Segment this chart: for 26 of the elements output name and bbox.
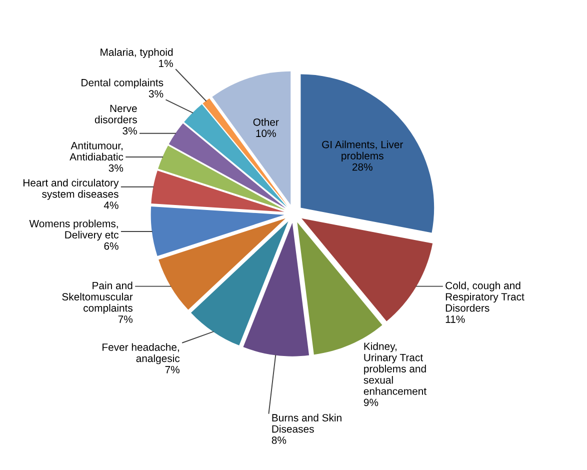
slice-label: Cold, cough and Respiratory Tract Disorders xyxy=(446,282,524,312)
slice-label: GI Ailments, Liver problems xyxy=(322,140,404,162)
slice-label: Kidney, Urinary Tract problems and sexual enhancement xyxy=(364,342,426,395)
slice-label: Heart and circulatory system diseases xyxy=(24,178,119,200)
slice-label: Pain and Skeltomuscular complaints xyxy=(62,282,133,314)
data-label: 28% xyxy=(352,163,372,171)
data-label: 8% xyxy=(272,436,286,444)
slice-label: Antitumour, Antidiabatic xyxy=(70,142,124,161)
slice-label: Dental complaints xyxy=(82,78,164,88)
slice-label: Womens problems, Delivery etc xyxy=(29,220,119,241)
data-label: 6% xyxy=(104,242,118,250)
slice-label: Other xyxy=(253,118,279,126)
data-label: 3% xyxy=(148,90,164,98)
slice-label: Malaria, typhoid xyxy=(100,48,173,58)
data-label: 3% xyxy=(108,164,124,172)
data-label: 7% xyxy=(165,366,180,374)
slice-label: Fever headache, analgesic xyxy=(102,343,180,364)
data-label: 1% xyxy=(159,60,173,68)
data-label: 9% xyxy=(364,398,378,406)
data-label: 7% xyxy=(118,316,133,323)
data-label: 3% xyxy=(122,127,137,135)
data-label: 4% xyxy=(104,202,118,209)
slice-label: Nerve disorders xyxy=(94,104,137,124)
data-label: 10% xyxy=(256,130,276,138)
slice-label: Burns and Skin Diseases xyxy=(272,414,342,433)
data-label: 11% xyxy=(446,316,465,323)
